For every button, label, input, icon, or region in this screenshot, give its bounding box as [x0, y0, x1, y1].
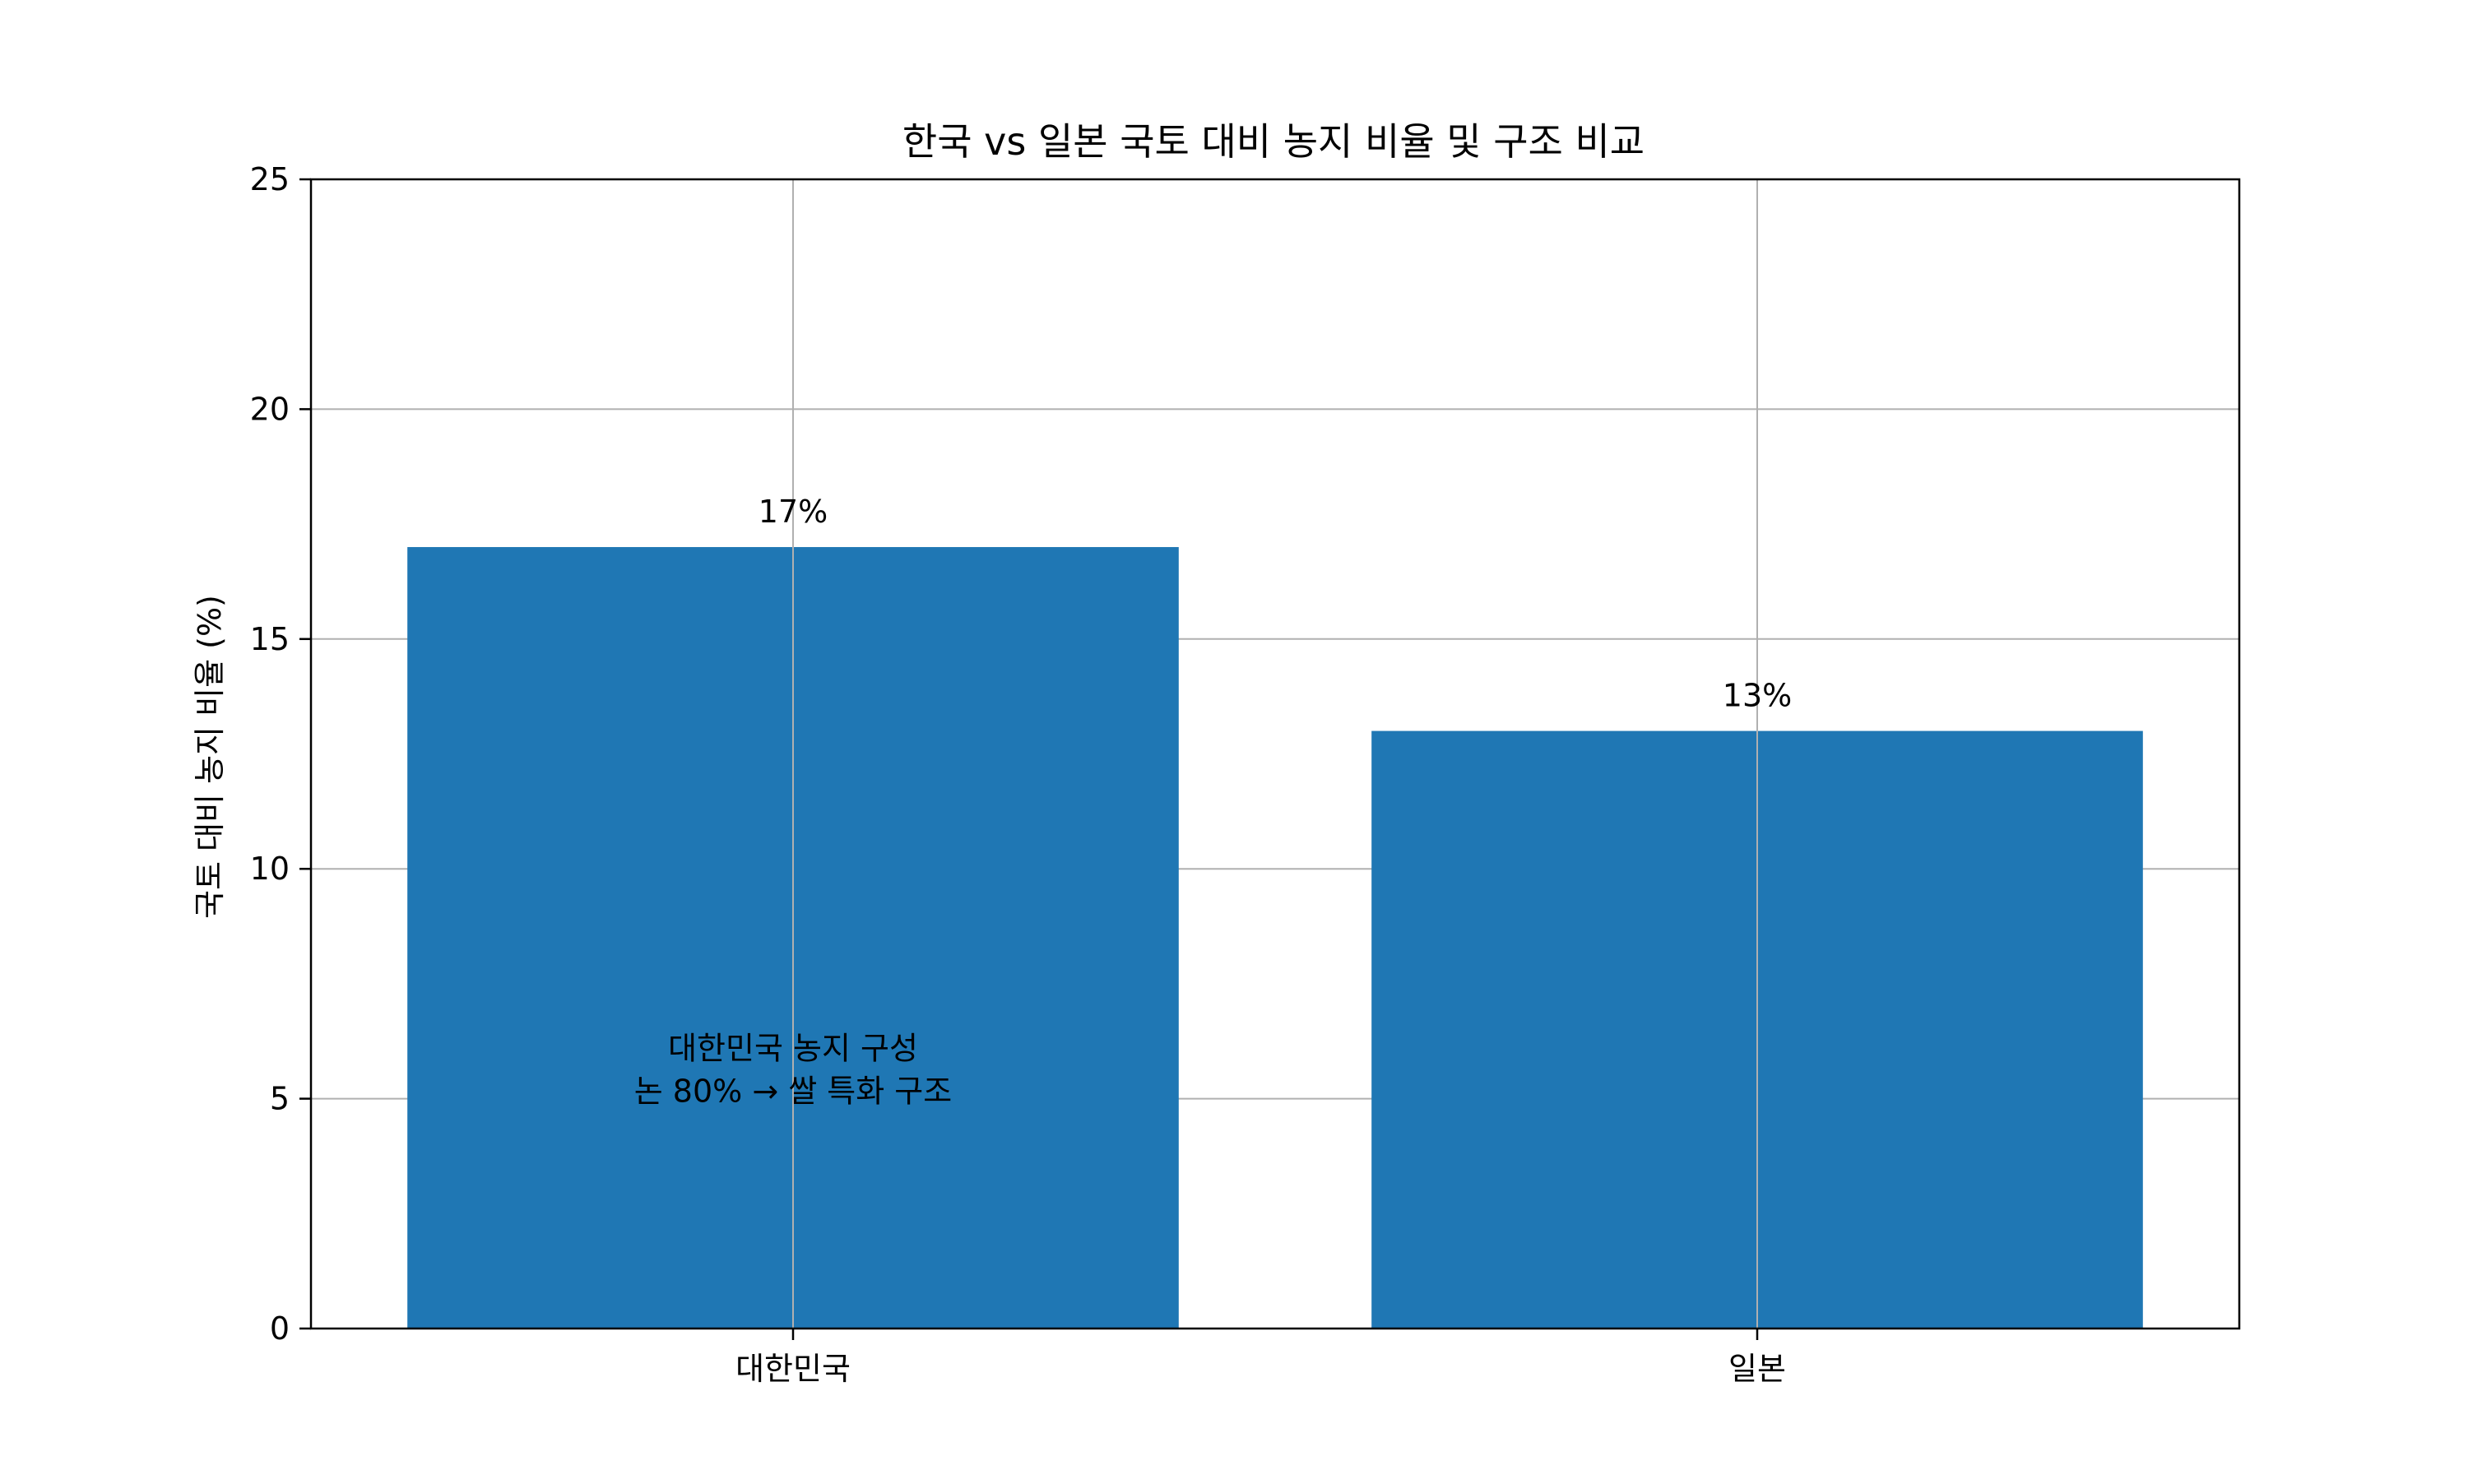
- plot-frame: [309, 178, 2241, 1330]
- chart-title: 한국 vs 일본 국토 대비 농지 비율 및 구조 비교: [902, 119, 1645, 164]
- y-axis-label: 국토 대비 농지 비율 (%): [192, 595, 228, 919]
- x-axis-ticks: 대한민국 일본: [735, 1329, 1786, 1387]
- annotation-line-2: 논 80% → 쌀 특화 구조: [634, 1074, 952, 1110]
- annotation-line-1: 대한민국 농지 구성: [668, 1031, 918, 1067]
- data-label-2: 13%: [1723, 678, 1792, 714]
- data-label-1: 17%: [758, 494, 828, 530]
- y-tick-label: 25: [250, 161, 290, 197]
- y-tick-label: 0: [270, 1310, 290, 1347]
- y-tick-label: 5: [270, 1081, 290, 1117]
- y-tick-label: 10: [250, 851, 290, 887]
- x-grid-lines: [792, 179, 1758, 1329]
- x-tick-label: 일본: [1728, 1351, 1786, 1387]
- data-labels: 17% 13%: [758, 494, 1792, 714]
- annotation: 대한민국 농지 구성 논 80% → 쌀 특화 구조: [634, 1031, 952, 1110]
- y-tick-label: 20: [250, 391, 290, 427]
- x-tick-label: 대한민국: [735, 1351, 851, 1387]
- y-axis-ticks: 0 5 10 15 20 25: [250, 161, 311, 1347]
- y-tick-label: 15: [250, 621, 290, 657]
